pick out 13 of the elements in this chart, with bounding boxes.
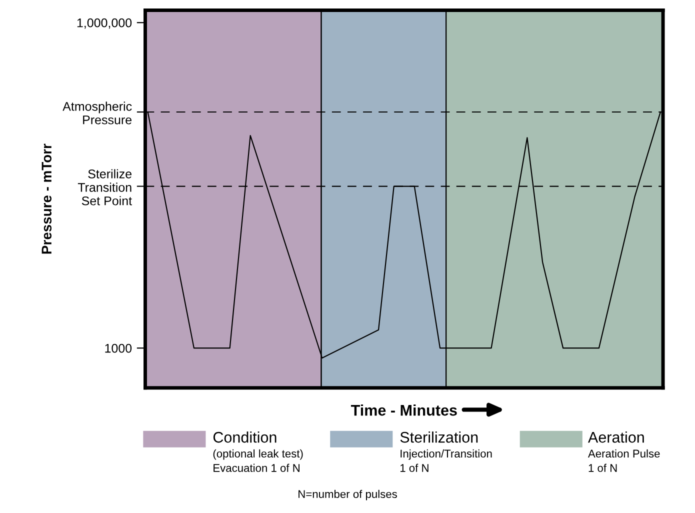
text: Aeration Pulse 1 of N (588, 449, 660, 472)
text: (optional leak test) Evacuation 1 of N (213, 449, 303, 472)
x-axis-title: Time - Minutes (350, 404, 457, 416)
text: Sterilization (400, 431, 478, 443)
text: N=number of pulses (298, 490, 397, 500)
y-tick-label: 1000 (105, 344, 132, 353)
y-tick-label: 1,000,000 (77, 18, 132, 29)
text: Condition (213, 431, 276, 443)
y-axis-title: Pressure - mTorr (42, 144, 52, 254)
text: Aeration (588, 431, 644, 443)
text: Injection/Transition 1 of N (400, 449, 492, 472)
y-tick-label: Atmospheric Pressure (62, 102, 132, 124)
y-tick-label: Sterilize Transition Set Point (78, 169, 132, 206)
